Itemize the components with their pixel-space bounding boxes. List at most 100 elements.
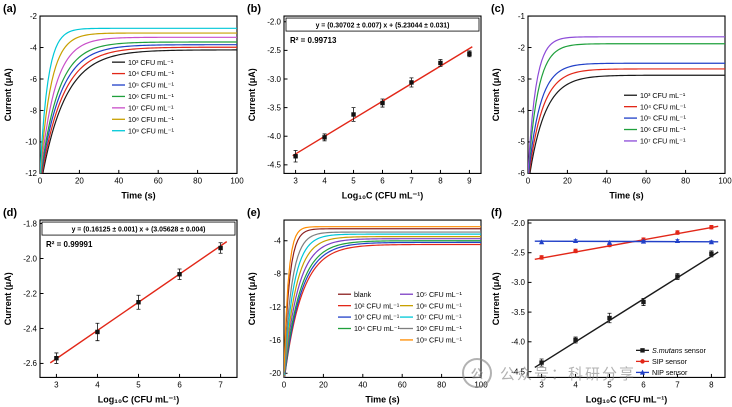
legend-label: 10³ CFU mL⁻¹ — [640, 91, 686, 100]
legend-label: 10⁴ CFU mL⁻¹ — [128, 69, 175, 78]
marker-square — [409, 80, 414, 85]
y-tick-label: -2.2 — [23, 289, 37, 298]
legend-label: 10⁵ CFU mL⁻¹ — [128, 81, 174, 90]
marker-circle — [640, 358, 645, 364]
x-tick-label: 5 — [607, 380, 612, 389]
y-tick-label: -3.0 — [267, 75, 281, 84]
x-tick-label: 80 — [437, 380, 446, 389]
marker-square — [322, 135, 327, 140]
x-tick-label: 0 — [526, 176, 531, 185]
marker-circle — [709, 224, 714, 229]
chart-c-amperometry: 0 20 40 60 80 100 -1 -2 -3 -4 -5 -6 Time (s) Current … — [491, 3, 732, 200]
panel-letter: (b) — [247, 3, 261, 15]
marker-square — [293, 154, 298, 159]
y-tick-label: -2.5 — [267, 46, 281, 55]
marker-square — [380, 100, 385, 106]
x-tick-label: 8 — [438, 176, 443, 185]
legend-label: 10² CFU mL⁻¹ — [354, 301, 400, 310]
y-tick-label: -3.0 — [511, 278, 525, 287]
y-axis-label: Current (μA) — [247, 68, 257, 121]
y-axis-label: Current (μA) — [3, 272, 13, 325]
y-tick-label: -4 — [274, 236, 282, 245]
x-tick-label: 20 — [75, 176, 84, 185]
legend-label: 10⁶ CFU mL⁻¹ — [640, 125, 686, 134]
panel-c: 0 20 40 60 80 100 -1 -2 -3 -4 -5 -6 Time (s) Current … — [488, 0, 732, 204]
y-tick-label: -10 — [25, 138, 37, 147]
y-tick-label: -2 — [518, 43, 526, 52]
plot-area — [284, 225, 481, 377]
x-tick-label: 40 — [602, 176, 611, 185]
y-tick-label: -2.0 — [511, 218, 525, 227]
x-tick-label: 4 — [95, 380, 100, 389]
x-tick-label: 20 — [319, 380, 328, 389]
panel-b: 3 4 5 6 7 8 9 -2.0 -2.5 -3.0 -3.5 -4.0 -4.5 Log₁₀C (C… — [244, 0, 488, 204]
y-tick-label: -12 — [25, 169, 37, 178]
marker-triangle — [708, 238, 715, 244]
marker-square — [351, 112, 356, 117]
marker-square — [709, 251, 714, 256]
y-tick-label: -3.5 — [267, 103, 281, 112]
x-tick-label: 4 — [322, 176, 327, 185]
marker-square — [438, 60, 443, 66]
panel-a: 0 20 40 60 80 100 -2 -4 -6 -8 -10 -12 Time (s) Curren… — [0, 0, 244, 204]
panel-f: 3 4 5 6 7 8 -2.0 -2.5 -3.0 -3.5 -4.0 -4.5 Log₁₀C (CF… — [488, 204, 732, 407]
marker-triangle — [606, 239, 613, 245]
plot-area — [534, 224, 719, 368]
x-tick-label: 3 — [293, 176, 298, 185]
legend-label: 10⁶ CFU mL⁻¹ — [128, 92, 174, 101]
x-tick-label: 60 — [154, 176, 163, 185]
legend-label: 10⁵ CFU mL⁻¹ — [416, 289, 462, 298]
curve-10³ CFU mL⁻¹ — [42, 49, 237, 174]
curve-10⁷ CFU mL⁻¹ — [40, 36, 237, 174]
y-tick-label: -2.6 — [23, 359, 37, 368]
equation-text: y = (0.16125 ± 0.001) x + (3.05628 ± 0.0… — [72, 226, 206, 233]
x-axis-label: Time (s) — [609, 190, 643, 200]
curve-10⁶ CFU mL⁻¹ — [528, 43, 725, 174]
x-tick-label: 3 — [539, 380, 544, 389]
x-axis-label: Time (s) — [121, 190, 155, 200]
plot-area — [292, 46, 473, 163]
marker-triangle — [640, 238, 647, 244]
x-tick-label: 60 — [642, 176, 651, 185]
curve-10² CFU mL⁻¹ — [284, 243, 481, 377]
legend-label: 10⁷ CFU mL⁻¹ — [128, 103, 174, 112]
legend-label: 10⁴ CFU mL⁻¹ — [354, 324, 401, 333]
legend-label: 10⁶ CFU mL⁻¹ — [416, 301, 462, 310]
legend-label: 10⁵ CFU mL⁻¹ — [640, 114, 686, 123]
legend-label: 10⁹ CFU mL⁻¹ — [128, 126, 175, 135]
legend-label: 10⁹ CFU mL⁻¹ — [416, 335, 463, 344]
curve-10⁴ CFU mL⁻¹ — [41, 46, 237, 174]
y-axis-label: Current (μA) — [3, 68, 13, 121]
x-tick-label: 80 — [193, 176, 202, 185]
marker-triangle — [538, 238, 545, 244]
y-axis-label: Current (μA) — [247, 272, 257, 325]
marker-square — [218, 245, 223, 250]
legend-label: 10⁴ CFU mL⁻¹ — [640, 102, 687, 111]
chart-e-amperometry: 0 20 40 60 80 100 -4 -8 -12 -16 -20 Time (s) Current… — [247, 207, 488, 404]
chart-a-amperometry: 0 20 40 60 80 100 -2 -4 -6 -8 -10 -12 Time (s) Curren… — [3, 3, 244, 200]
marker-square — [539, 359, 544, 365]
x-tick-label: 60 — [398, 380, 407, 389]
x-tick-label: 20 — [563, 176, 572, 185]
x-axis-label: Log₁₀C (CFU mL⁻¹) — [586, 394, 667, 404]
y-tick-label: -4.0 — [267, 132, 281, 141]
marker-circle — [573, 248, 578, 253]
curve-10⁸ CFU mL⁻¹ — [40, 32, 237, 174]
y-tick-label: -8 — [30, 106, 38, 115]
marker-triangle — [572, 237, 579, 243]
y-tick-label: -16 — [269, 335, 281, 344]
curve-10⁵ CFU mL⁻¹ — [40, 44, 237, 174]
equation-text: y = (0.30702 ± 0.007) x + (5.23044 ± 0.0… — [316, 23, 450, 30]
curve-10⁹ CFU mL⁻¹ — [284, 225, 481, 372]
plot-area — [49, 240, 228, 364]
x-axis-label: Time (s) — [365, 394, 399, 404]
panel-letter: (c) — [491, 3, 505, 15]
curve-10⁶ CFU mL⁻¹ — [40, 41, 237, 174]
marker-square — [177, 271, 182, 276]
curve-10⁵ CFU mL⁻¹ — [528, 62, 725, 174]
y-tick-label: -6 — [518, 169, 526, 178]
legend-label: 10³ CFU mL⁻¹ — [354, 312, 400, 321]
y-tick-label: -5 — [518, 138, 526, 147]
x-tick-label: 7 — [409, 176, 414, 185]
y-tick-label: -12 — [269, 302, 281, 311]
